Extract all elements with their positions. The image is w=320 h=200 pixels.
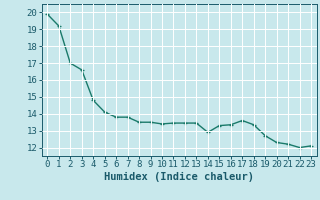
X-axis label: Humidex (Indice chaleur): Humidex (Indice chaleur) — [104, 172, 254, 182]
